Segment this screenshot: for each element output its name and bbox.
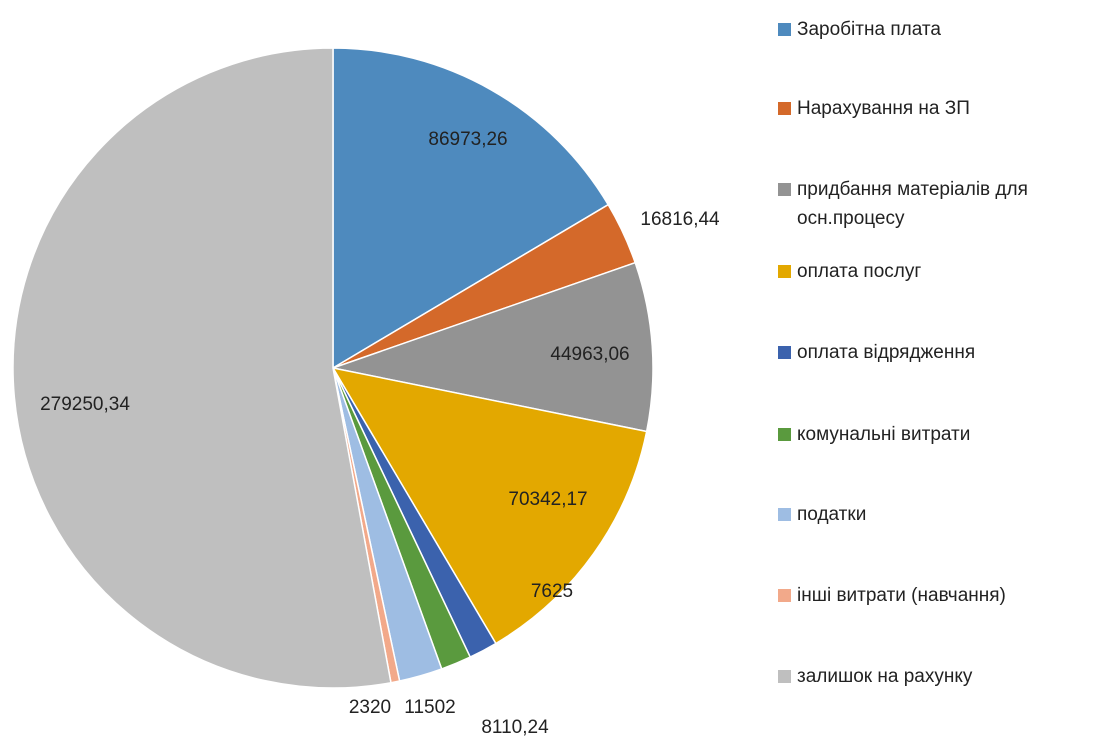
legend-item: оплата відрядження xyxy=(778,338,1098,367)
data-label: 70342,17 xyxy=(508,489,587,510)
pie-slice xyxy=(331,366,648,645)
legend-label: оплата послуг xyxy=(797,261,922,282)
legend-label: Заробітна плата xyxy=(797,19,941,40)
pie-slice xyxy=(12,47,392,689)
legend-label: придбання матеріалів для осн.процесу xyxy=(797,179,1028,229)
legend-label: залишок на рахунку xyxy=(797,666,973,687)
legend-item: залишок на рахунку xyxy=(778,662,1098,691)
legend-item: податки xyxy=(778,500,1098,529)
data-label: 7625 xyxy=(531,581,573,602)
data-label: 8110,24 xyxy=(481,717,549,738)
legend-swatch xyxy=(778,23,791,36)
legend-item: Заробітна плата xyxy=(778,15,1098,44)
legend-item: Нарахування на ЗП xyxy=(778,94,1098,123)
legend-item: оплата послуг xyxy=(778,257,1098,286)
legend-label: оплата відрядження xyxy=(797,342,976,363)
legend-swatch xyxy=(778,589,791,602)
legend-swatch xyxy=(778,346,791,359)
pie-slice xyxy=(330,261,654,433)
legend-label: комунальні витрати xyxy=(797,424,971,445)
legend-item: придбання матеріалів для осн.процесу xyxy=(778,175,1098,233)
legend-item: інші витрати (навчання) xyxy=(778,581,1098,610)
legend-swatch xyxy=(778,265,791,278)
data-label: 11502 xyxy=(404,697,455,718)
data-label: 16816,44 xyxy=(640,209,720,230)
legend-label: податки xyxy=(797,504,867,525)
data-label: 86973,26 xyxy=(428,129,507,150)
legend-swatch xyxy=(778,183,791,196)
legend-label: інші витрати (навчання) xyxy=(797,585,1006,606)
legend-swatch xyxy=(778,670,791,683)
data-label: 2320 xyxy=(349,697,391,718)
legend-swatch xyxy=(778,508,791,521)
pie-slice xyxy=(332,47,610,370)
data-label: 279250,34 xyxy=(40,394,130,415)
legend-label: Нарахування на ЗП xyxy=(797,98,970,119)
data-label: 44963,06 xyxy=(550,344,629,365)
legend-swatch xyxy=(778,428,791,441)
legend-item: комунальні витрати xyxy=(778,420,1098,449)
legend-swatch xyxy=(778,102,791,115)
